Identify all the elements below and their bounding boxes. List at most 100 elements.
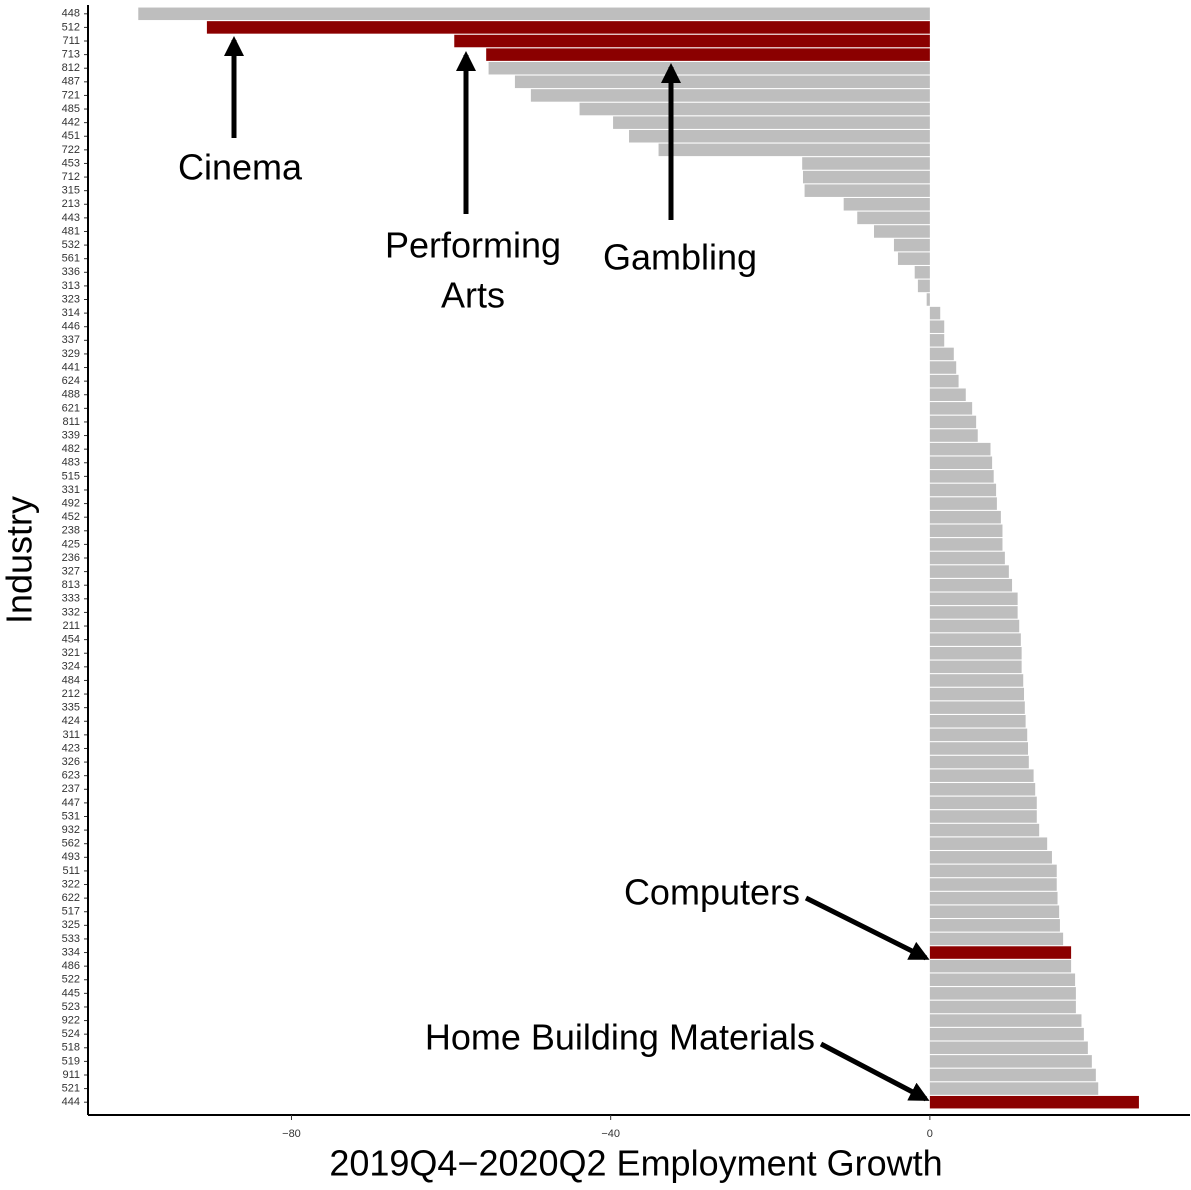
bar (486, 48, 930, 61)
y-tick-label: 332 (62, 606, 80, 618)
bar (929, 524, 1003, 538)
annotation: Computers (624, 872, 800, 913)
y-tick-label: 313 (62, 280, 80, 292)
x-tick-label: 0 (927, 1128, 933, 1140)
bar (929, 415, 977, 429)
y-tick-label: 522 (62, 974, 80, 986)
y-tick-label: 518 (62, 1042, 80, 1054)
y-tick-label: 515 (62, 470, 80, 482)
y-tick-label: 236 (62, 552, 80, 564)
bar (802, 170, 930, 184)
y-tick-label: 622 (62, 892, 80, 904)
bar (929, 510, 1001, 524)
y-tick-label: 442 (62, 117, 80, 129)
bar (138, 7, 930, 21)
y-tick-label: 519 (62, 1055, 80, 1067)
bar (929, 987, 1076, 1000)
y-tick-label: 326 (62, 756, 80, 768)
bar (917, 279, 930, 293)
y-tick-label: 482 (62, 443, 80, 455)
bar (929, 633, 1021, 646)
bar (926, 293, 930, 306)
y-tick-label: 483 (62, 457, 80, 469)
bar (929, 306, 941, 320)
bar (929, 864, 1057, 878)
y-tick-label: 335 (62, 702, 80, 714)
bar (929, 402, 973, 415)
bar (929, 1082, 1099, 1095)
y-tick-label: 333 (62, 593, 80, 605)
bar (857, 211, 930, 225)
y-tick-label: 424 (62, 715, 80, 727)
y-tick-label: 425 (62, 538, 80, 550)
bar (929, 606, 1018, 619)
y-tick-label: 211 (62, 620, 80, 632)
bar (929, 973, 1076, 987)
y-tick-label: 562 (62, 838, 80, 850)
bar (929, 1027, 1084, 1041)
y-tick-label: 624 (62, 375, 80, 387)
bar (929, 823, 1040, 837)
x-axis-title: 2019Q4−2020Q2 Employment Growth (329, 1143, 942, 1184)
y-tick-label: 443 (62, 212, 80, 224)
y-tick-label: 531 (62, 810, 80, 822)
y-tick-label: 623 (62, 770, 80, 782)
bar (929, 742, 1029, 755)
bar (929, 946, 1072, 959)
bar (929, 334, 945, 347)
y-tick-label: 323 (62, 293, 80, 305)
bar (929, 905, 1060, 918)
bar (579, 102, 930, 116)
bar (929, 565, 1009, 578)
bar (929, 320, 945, 333)
bar (629, 129, 930, 143)
bar (929, 1095, 1139, 1109)
y-tick-label: 452 (62, 511, 80, 523)
y-tick-label: 712 (62, 171, 80, 183)
bar (929, 715, 1026, 728)
y-tick-label: 212 (62, 688, 80, 700)
bar (929, 674, 1024, 687)
bar (929, 687, 1025, 701)
y-tick-label: 451 (62, 130, 80, 142)
bar (929, 388, 966, 401)
bar (893, 238, 930, 252)
annotation: Gambling (603, 237, 757, 278)
bar (514, 75, 930, 89)
bar (802, 157, 930, 170)
bar (929, 701, 1025, 714)
bar (929, 878, 1057, 891)
bar (929, 538, 1003, 551)
bar (929, 551, 1005, 565)
y-tick-label: 488 (62, 389, 80, 401)
y-tick-label: 322 (62, 878, 80, 890)
bar (929, 837, 1048, 850)
bar (658, 143, 930, 157)
y-tick-label: 492 (62, 497, 80, 509)
x-tick-label: −40 (601, 1128, 620, 1140)
annotation-arrow (819, 1041, 930, 1102)
bar (929, 851, 1052, 864)
bar (929, 578, 1013, 592)
y-tick-label: 486 (62, 960, 80, 972)
y-tick-label: 533 (62, 933, 80, 945)
bar (929, 919, 1060, 932)
bar (929, 769, 1034, 782)
y-axis-title: Industry (0, 496, 40, 624)
bar (613, 116, 930, 129)
y-tick-label: 813 (62, 579, 80, 591)
bar (929, 1000, 1076, 1014)
y-tick-label: 481 (62, 225, 80, 237)
bar (929, 891, 1058, 905)
bar (929, 456, 993, 470)
y-tick-label: 448 (62, 8, 80, 20)
y-tick-label: 512 (62, 21, 80, 33)
y-tick-label: 336 (62, 266, 80, 278)
bar (914, 266, 930, 279)
bar (929, 796, 1037, 810)
y-tick-label: 441 (62, 361, 80, 373)
bar (929, 470, 994, 483)
bar (843, 198, 930, 211)
bar (929, 1055, 1092, 1068)
